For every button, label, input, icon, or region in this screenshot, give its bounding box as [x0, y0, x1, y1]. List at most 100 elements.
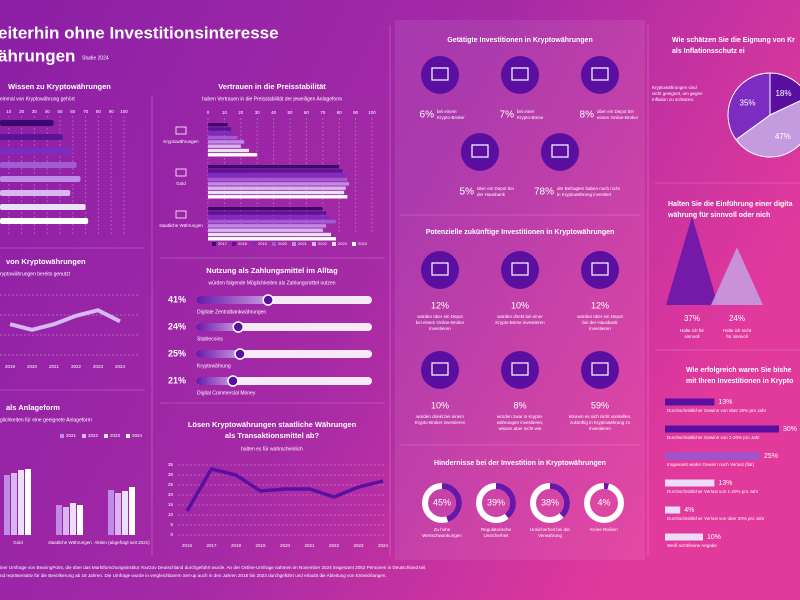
section-title: Getätigte Investitionen in Kryptowährung… [447, 37, 592, 44]
value-label: 25% [764, 453, 778, 460]
legend-swatch [104, 434, 108, 438]
value-label: 10% [511, 300, 529, 310]
footer: iner Umfrage von BearingPoint, die über … [0, 565, 426, 570]
bar [56, 505, 62, 535]
badge: Studie 2024 [82, 55, 109, 61]
item-label: bei einem Online-Broker [416, 320, 465, 325]
donut-value [476, 483, 516, 523]
item-label: Durchschnittlicher Verlust von 1-20% pro… [667, 489, 759, 494]
item-label: Kryptowährung [197, 363, 231, 369]
value-label: 13% [718, 480, 732, 487]
x-tick-label: 30 [255, 110, 261, 115]
item-label: Unsicherheit bei der [530, 527, 571, 532]
value-label: 4% [684, 507, 694, 514]
bar [208, 127, 231, 131]
x-tick-label: 2024 [115, 364, 126, 369]
bar [208, 165, 340, 169]
item-label: Stablecoins [197, 336, 223, 342]
legend-label: 2020 [278, 241, 288, 246]
value-label: 39% [487, 497, 505, 507]
bar [208, 228, 323, 232]
item-label: bei einer [517, 109, 535, 114]
item-label: in Kryptowährung investiert [557, 192, 612, 197]
x-tick-label: 20 [19, 109, 25, 114]
icon-glyph [471, 144, 489, 158]
legend-label: 2018 [238, 241, 248, 246]
section-title: Potenzielle zukünftige Investitionen in … [426, 229, 615, 236]
item-label: würden über ein Depot [577, 314, 623, 319]
x-tick-label: 0 [207, 110, 210, 115]
icon [541, 133, 579, 171]
item-label: Wertschwankungen [422, 533, 462, 538]
legend-swatch [352, 242, 356, 246]
legend-swatch [82, 434, 86, 438]
icon [501, 351, 539, 389]
icon-glyph [591, 67, 609, 81]
x-tick-label: 2019 [5, 364, 16, 369]
bar [665, 425, 779, 433]
item-label: Digitale Zentralbankwährungen [197, 309, 266, 315]
bar [63, 507, 69, 535]
x-tick-label: 2023 [93, 364, 104, 369]
bar [0, 176, 81, 182]
pie-slice [769, 72, 800, 116]
x-tick-label: 80 [96, 109, 102, 114]
pie-slice [735, 100, 800, 158]
x-tick-label: 100 [120, 109, 128, 114]
section-title: Wie schätzen Sie die Eignung von Kr [672, 37, 795, 44]
value-label: 6% [420, 110, 435, 121]
x-tick-label: 2019 [255, 543, 266, 548]
bar [208, 232, 331, 237]
title: eiterhin ohne Investitionsinteresse [0, 23, 279, 42]
x-tick-label: 20 [238, 110, 244, 115]
item-label: Weiß nicht/keine Angabe [667, 543, 717, 548]
value-label: 25% [168, 348, 186, 358]
bar [0, 218, 89, 224]
bar [70, 503, 76, 535]
knob [262, 294, 274, 306]
line [185, 466, 384, 512]
icon [501, 251, 539, 289]
item-label: Keine Risiken [590, 527, 618, 532]
x-tick-label: staatliche Währungen [48, 540, 92, 545]
section-title: Nutzung als Zahlungsmittel im Alltag [206, 266, 338, 275]
bar [0, 162, 77, 168]
x-tick-label: Aktien (abgefragt seit 2021) [94, 540, 150, 545]
x-tick-label: 10 [6, 109, 12, 114]
bar [208, 177, 348, 182]
bar [665, 452, 760, 460]
item-label: bei der Hausbank [582, 320, 618, 325]
bar [129, 487, 135, 535]
legend-swatch [292, 242, 296, 246]
category-icon [175, 210, 187, 219]
item-label: würden über ein Depot [417, 314, 463, 319]
bar [208, 148, 249, 153]
track [196, 377, 372, 385]
item-label: über ein Depot bei [597, 109, 634, 114]
value-label: 10% [431, 400, 449, 410]
bar [196, 377, 233, 385]
bar [196, 350, 240, 358]
value-label: 47% [775, 132, 791, 141]
x-tick-label: 40 [271, 110, 277, 115]
item-label: wissen aber nicht wie [499, 426, 542, 431]
label: halten es für wahrscheinlich [241, 446, 303, 452]
y-tick-label: 35 [168, 462, 174, 467]
icon [581, 251, 619, 289]
value-label: 8% [513, 400, 526, 410]
x-tick-label: 60 [70, 109, 76, 114]
bar [208, 182, 350, 186]
item-label: Zu hohe [434, 527, 451, 532]
bar [11, 473, 17, 535]
value-label: 35% [740, 99, 756, 108]
knob [232, 321, 244, 333]
icon-glyph [591, 362, 609, 376]
x-tick-label: 2021 [304, 543, 315, 548]
item-label: Verwahrung [538, 533, 563, 538]
bar [665, 479, 715, 487]
donut-value [530, 483, 570, 523]
section-title: währung für sinnvoll oder nich [667, 212, 770, 219]
bar [4, 475, 10, 535]
section-title: mit Ihren Investitionen in Krypto [686, 378, 793, 385]
